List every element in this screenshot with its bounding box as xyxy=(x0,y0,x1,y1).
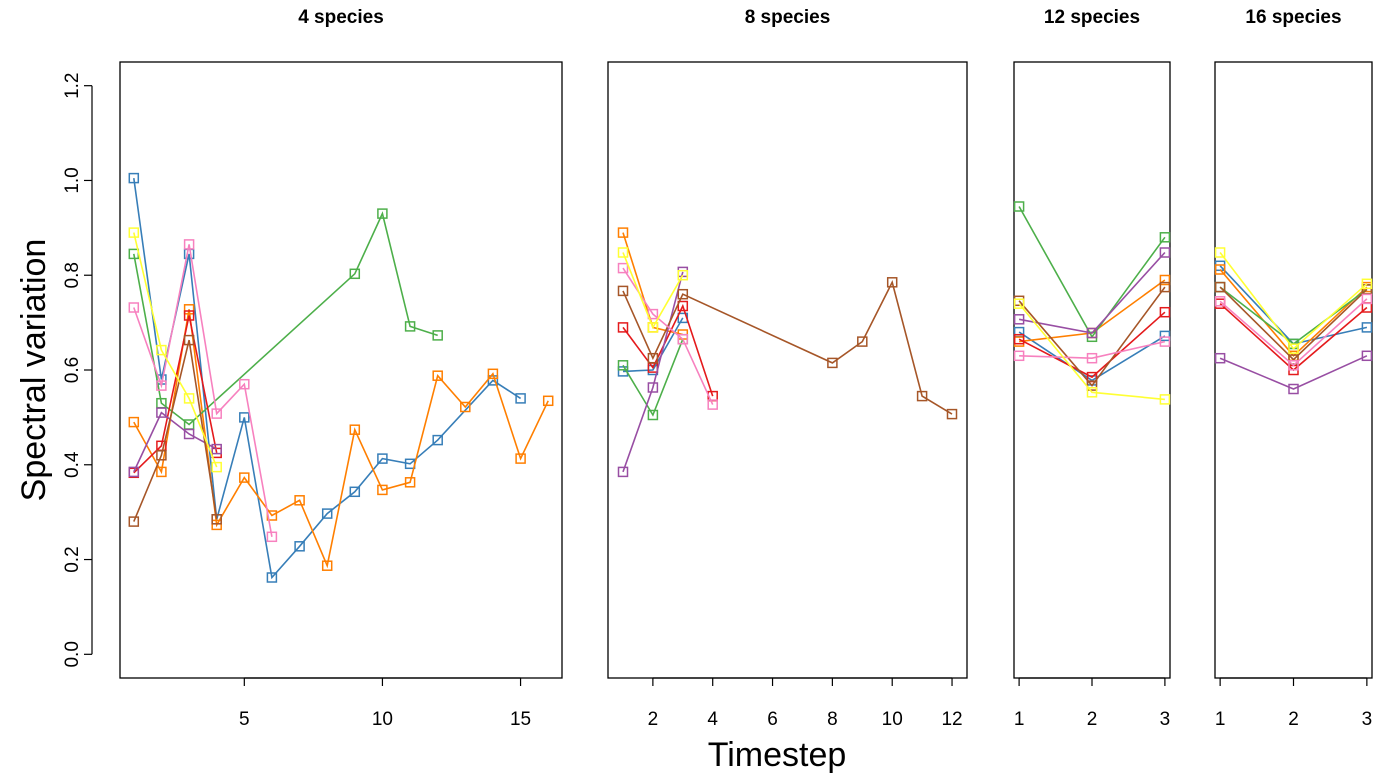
series-line xyxy=(1220,253,1367,349)
series-orange xyxy=(1216,265,1372,360)
y-tick-label: 0.4 xyxy=(62,451,83,478)
panels: 4 species5 10 158 species2 4 6 8 10 1212 specie… xyxy=(120,7,1372,730)
panel-title: 16 species xyxy=(1245,7,1341,28)
panel-2: 8 species 2 4 6 8 10 12 xyxy=(608,7,967,730)
x-tick-label: 15 xyxy=(510,709,531,730)
y-tick-label: 0.2 xyxy=(62,546,83,572)
series-red xyxy=(1216,299,1372,374)
x-tick-label: 12 xyxy=(941,709,962,730)
y-tick-label: 1.0 xyxy=(62,167,83,193)
series-line xyxy=(623,282,952,414)
series-green xyxy=(619,335,688,420)
x-tick-label: 3 xyxy=(1160,709,1171,730)
series-line xyxy=(134,214,438,425)
y-tick-label: 1.2 xyxy=(62,72,83,98)
panel-3: 12 species 1 2 3 xyxy=(1014,7,1170,730)
series-purple xyxy=(1216,351,1372,393)
panel-title: 8 species xyxy=(745,7,831,28)
x-tick-label: 10 xyxy=(882,709,903,730)
series-yellow xyxy=(1216,248,1372,353)
series-line xyxy=(623,253,683,328)
plot-frame xyxy=(608,62,967,678)
x-tick-label: 8 xyxy=(827,709,838,730)
y-tick-label: 0.0 xyxy=(62,641,83,667)
x-tick-label: 1 xyxy=(1014,709,1025,730)
x-tick-label: 1 xyxy=(1215,709,1226,730)
panel-1: 4 species 5 10 15 xyxy=(120,7,562,730)
series-blue xyxy=(129,174,525,582)
plot-frame xyxy=(1014,62,1170,678)
x-axis-title: Timestep xyxy=(708,736,847,774)
x-tick-label: 6 xyxy=(767,709,778,730)
y-tick-label: 0.8 xyxy=(62,262,83,288)
series-line xyxy=(623,339,683,415)
y-axis: 0.0 0.2 0.4 0.6 0.8 1.0 1.2 xyxy=(62,72,92,667)
panel-title: 4 species xyxy=(298,7,384,28)
x-tick-label: 3 xyxy=(1362,709,1373,730)
x-tick-label: 2 xyxy=(1087,709,1098,730)
series-yellow xyxy=(1015,299,1170,404)
x-tick-label: 10 xyxy=(372,709,393,730)
series-line xyxy=(1019,312,1165,377)
series-green xyxy=(1015,202,1170,341)
y-tick-label: 0.6 xyxy=(62,357,83,383)
series-red xyxy=(619,302,718,401)
series-line xyxy=(1019,253,1165,334)
panel-title: 12 species xyxy=(1044,7,1140,28)
x-tick-label: 4 xyxy=(707,709,718,730)
panel-4: 16 species 1 2 3 xyxy=(1215,7,1372,730)
y-axis-title: Spectral variation xyxy=(15,239,53,502)
x-tick-label: 5 xyxy=(239,709,250,730)
x-tick-label: 2 xyxy=(648,709,659,730)
x-tick-label: 2 xyxy=(1288,709,1299,730)
